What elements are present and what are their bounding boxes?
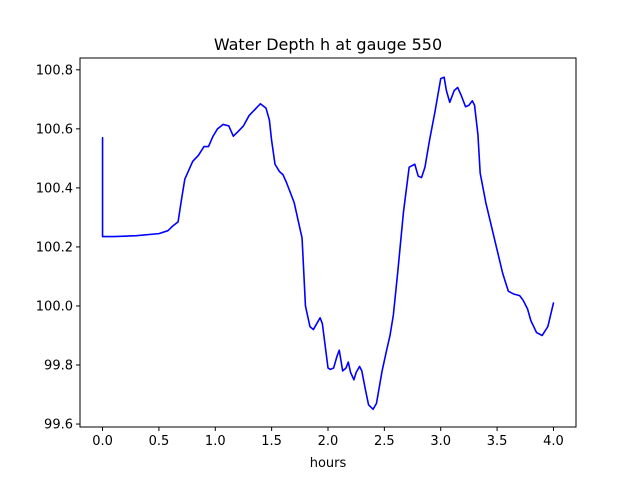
chart-title: Water Depth h at gauge 550 [214, 35, 442, 54]
y-tick-label: 100.2 [36, 240, 73, 255]
x-tick-label: 0.0 [92, 434, 113, 449]
x-tick-label: 2.5 [374, 434, 395, 449]
x-tick-label: 0.5 [149, 434, 170, 449]
x-tick-label: 2.0 [318, 434, 339, 449]
axis-ticks: 0.0 0.5 1.0 1.5 2.0 2.5 3.0 3.5 4.0 99.6 99.8 100.0… [36, 63, 564, 449]
y-tick-label: 100.6 [36, 122, 73, 137]
y-tick-label: 99.8 [44, 359, 73, 374]
y-tick-label: 99.6 [44, 418, 73, 433]
y-tick-label: 100.0 [36, 299, 73, 314]
series-line [101, 76, 555, 411]
x-tick-label: 1.5 [261, 434, 282, 449]
x-tick-label: 1.0 [205, 434, 226, 449]
x-axis-label: hours [310, 456, 347, 471]
x-tick-label: 3.5 [487, 434, 508, 449]
x-tick-label: 4.0 [543, 434, 564, 449]
series-layer [101, 76, 555, 411]
y-tick-label: 100.8 [36, 63, 73, 78]
plot-area-frame [79, 57, 577, 428]
x-tick-label: 3.0 [430, 434, 451, 449]
y-tick-label: 100.4 [36, 181, 73, 196]
